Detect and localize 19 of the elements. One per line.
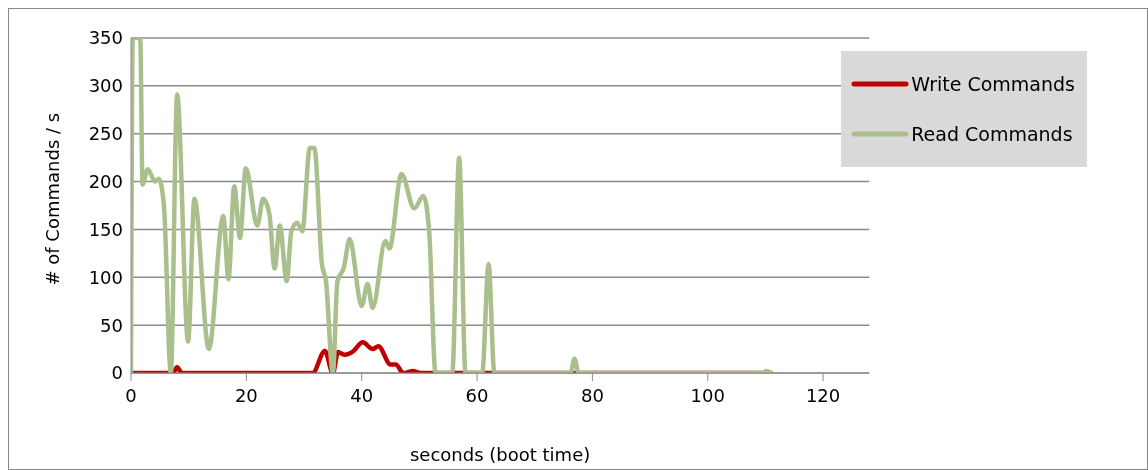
y-axis-title: # of Commands / s xyxy=(42,112,64,286)
x-tick-label: 120 xyxy=(805,384,841,406)
y-tick-label: 300 xyxy=(88,75,123,97)
y-tick-label: 100 xyxy=(88,266,123,288)
x-tick-label: 100 xyxy=(690,384,725,406)
x-tick-label: 40 xyxy=(350,384,374,406)
y-tick-label: 0 xyxy=(111,362,123,384)
legend-label: Write Commands xyxy=(911,73,1075,95)
y-tick-label: 350 xyxy=(88,27,123,49)
y-tick-label: 50 xyxy=(100,314,123,336)
x-tick-label: 60 xyxy=(465,384,489,406)
y-tick-label: 150 xyxy=(88,218,123,240)
y-tick-label: 200 xyxy=(88,170,123,192)
x-tick-label: 0 xyxy=(125,384,137,406)
x-tick-label: 20 xyxy=(234,384,258,406)
x-axis-title: seconds (boot time) xyxy=(409,444,591,465)
y-tick-label: 250 xyxy=(88,123,123,145)
legend-label: Read Commands xyxy=(911,123,1073,145)
x-tick-label: 80 xyxy=(580,384,604,406)
